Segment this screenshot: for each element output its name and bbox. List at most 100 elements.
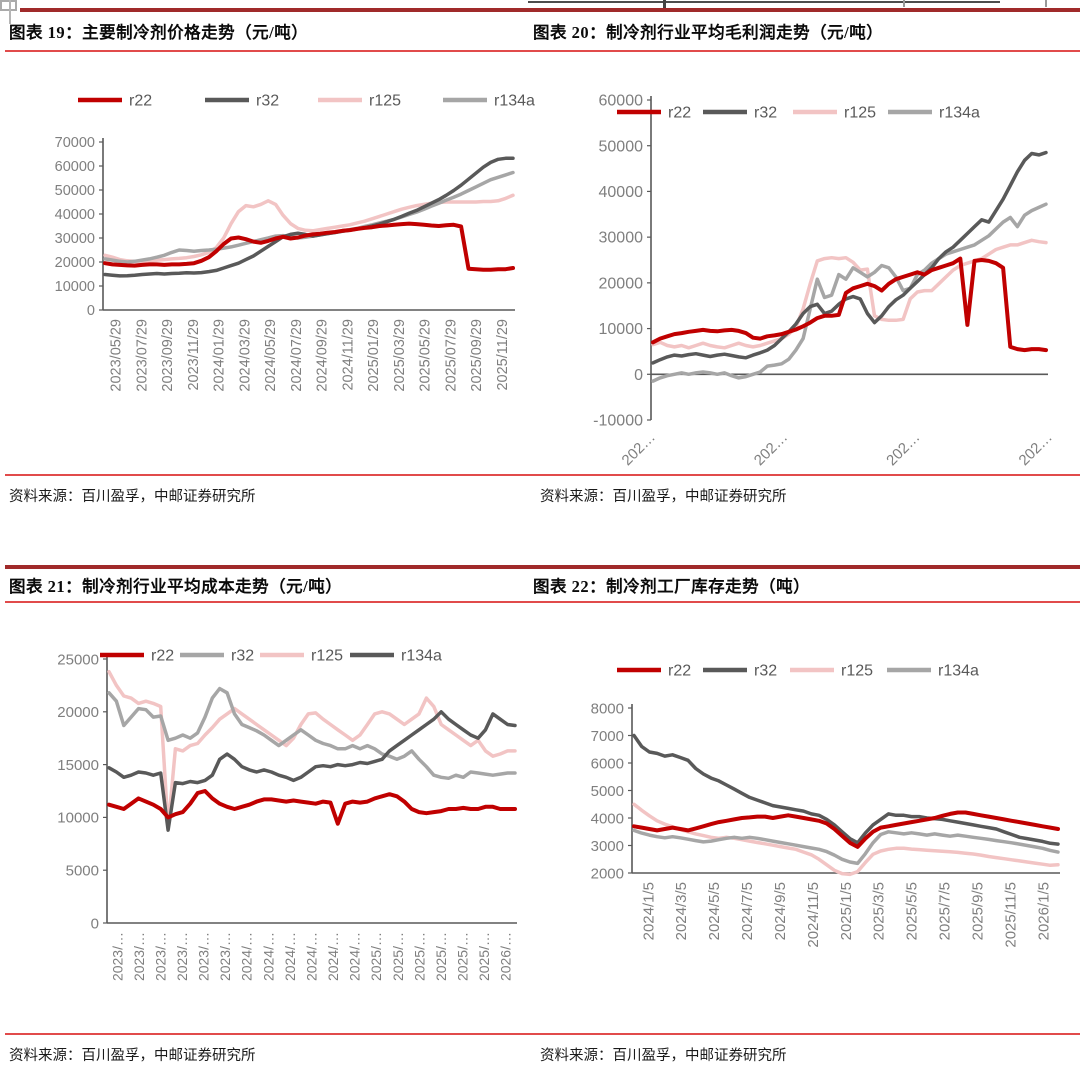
svg-text:2023/…: 2023/… bbox=[217, 932, 233, 981]
svg-text:202…: 202… bbox=[1016, 429, 1056, 469]
svg-text:2024/09/29: 2024/09/29 bbox=[315, 319, 331, 392]
source-rule-thin-2 bbox=[5, 1033, 1080, 1035]
svg-text:2025/…: 2025/… bbox=[476, 932, 492, 981]
section-gap bbox=[0, 517, 1080, 565]
svg-text:2025/01/29: 2025/01/29 bbox=[366, 319, 382, 392]
svg-text:50000: 50000 bbox=[599, 138, 644, 155]
svg-text:r134a: r134a bbox=[401, 648, 442, 665]
svg-text:2023/…: 2023/… bbox=[174, 932, 190, 981]
section-rule-thick-top bbox=[20, 8, 1080, 12]
svg-text:2024/1/5: 2024/1/5 bbox=[640, 882, 657, 940]
page-edge-fragment-tick3 bbox=[1045, 0, 1047, 7]
figure-20-source: 资料来源：百川盈孚，中邮证券研究所 bbox=[540, 489, 787, 505]
svg-text:0: 0 bbox=[91, 915, 99, 932]
svg-text:r125: r125 bbox=[369, 93, 401, 110]
page-edge-fragment-topline bbox=[528, 1, 1000, 3]
svg-text:2025/09/29: 2025/09/29 bbox=[469, 319, 485, 392]
svg-text:2025/…: 2025/… bbox=[455, 932, 471, 981]
svg-text:r32: r32 bbox=[231, 648, 254, 665]
figure-22-source: 资料来源：百川盈孚，中邮证券研究所 bbox=[540, 1048, 787, 1064]
svg-text:202…: 202… bbox=[751, 429, 791, 469]
svg-text:6000: 6000 bbox=[591, 755, 624, 772]
svg-text:7000: 7000 bbox=[591, 728, 624, 745]
svg-text:2023/…: 2023/… bbox=[131, 932, 147, 981]
svg-text:2023/…: 2023/… bbox=[109, 932, 125, 981]
caption-rule-thin-1 bbox=[5, 50, 1080, 52]
svg-text:8000: 8000 bbox=[591, 700, 624, 717]
chart-21-average-cost-line-chart: 25000 20000 15000 10000 5000 0 2023/… 2023/… 202… bbox=[57, 648, 517, 981]
svg-text:2025/5/5: 2025/5/5 bbox=[904, 882, 921, 940]
svg-text:40000: 40000 bbox=[599, 184, 644, 201]
svg-text:r125: r125 bbox=[841, 663, 873, 680]
svg-text:2023/05/29: 2023/05/29 bbox=[109, 319, 125, 392]
charts-row-1: 70000 60000 50000 40000 30000 20000 10000 0 2023… bbox=[0, 52, 1080, 474]
sources-row-2: 资料来源：百川盈孚，中邮证券研究所 资料来源：百川盈孚，中邮证券研究所 bbox=[0, 1035, 1080, 1076]
svg-text:2024/11/5: 2024/11/5 bbox=[805, 882, 822, 948]
svg-text:2025/1/5: 2025/1/5 bbox=[838, 882, 855, 940]
svg-text:r22: r22 bbox=[129, 93, 152, 110]
svg-text:20000: 20000 bbox=[57, 704, 99, 721]
svg-text:2023/…: 2023/… bbox=[152, 932, 168, 981]
svg-text:3000: 3000 bbox=[591, 838, 624, 855]
svg-text:r22: r22 bbox=[668, 105, 691, 122]
svg-text:r125: r125 bbox=[311, 648, 343, 665]
svg-text:r22: r22 bbox=[668, 663, 691, 680]
chart-22-factory-inventory-line-chart: 8000 7000 6000 5000 4000 3000 2000 2024/1/5 2024… bbox=[591, 663, 1060, 948]
svg-text:40000: 40000 bbox=[55, 207, 95, 223]
figure-19-source: 资料来源：百川盈孚，中邮证券研究所 bbox=[9, 489, 256, 505]
svg-text:2024/…: 2024/… bbox=[303, 932, 319, 981]
svg-text:25000: 25000 bbox=[57, 651, 99, 668]
svg-text:2024/…: 2024/… bbox=[239, 932, 255, 981]
svg-text:2026/…: 2026/… bbox=[498, 932, 514, 981]
figure-21-source: 资料来源：百川盈孚，中邮证券研究所 bbox=[9, 1048, 256, 1064]
svg-text:30000: 30000 bbox=[599, 230, 644, 247]
source-rule-thin-1 bbox=[5, 474, 1080, 476]
svg-text:2024/3/5: 2024/3/5 bbox=[673, 882, 690, 940]
svg-text:2025/03/29: 2025/03/29 bbox=[392, 319, 408, 392]
svg-text:2024/…: 2024/… bbox=[347, 932, 363, 981]
svg-text:2023/11/29: 2023/11/29 bbox=[186, 319, 202, 391]
svg-text:30000: 30000 bbox=[55, 231, 95, 247]
page-edge-fragment-box bbox=[0, 0, 17, 11]
svg-text:2024/…: 2024/… bbox=[260, 932, 276, 981]
svg-text:5000: 5000 bbox=[66, 862, 99, 879]
svg-text:10000: 10000 bbox=[599, 321, 644, 338]
svg-text:2025/11/29: 2025/11/29 bbox=[495, 319, 511, 391]
svg-text:2023/09/29: 2023/09/29 bbox=[160, 319, 176, 392]
svg-text:2025/…: 2025/… bbox=[368, 932, 384, 981]
figure-21-caption: 图表 21：制冷剂行业平均成本走势（元/吨） bbox=[9, 577, 343, 596]
svg-text:10000: 10000 bbox=[55, 279, 95, 295]
svg-text:2023/…: 2023/… bbox=[196, 932, 212, 981]
svg-text:202…: 202… bbox=[883, 429, 923, 469]
svg-text:2025/11/5: 2025/11/5 bbox=[1002, 882, 1019, 948]
svg-text:0: 0 bbox=[634, 367, 643, 384]
svg-text:r134a: r134a bbox=[494, 93, 535, 110]
svg-text:2000: 2000 bbox=[591, 865, 624, 882]
chart-20-gross-profit-line-chart: 6000050000400003000020000100000-10000202… bbox=[593, 93, 1056, 470]
figure-22-caption: 图表 22：制冷剂工厂库存走势（吨） bbox=[533, 577, 811, 596]
sources-row-1: 资料来源：百川盈孚，中邮证券研究所 资料来源：百川盈孚，中邮证券研究所 bbox=[0, 476, 1080, 517]
svg-text:5000: 5000 bbox=[591, 783, 624, 800]
svg-text:10000: 10000 bbox=[57, 810, 99, 827]
svg-text:2025/7/5: 2025/7/5 bbox=[937, 882, 954, 940]
svg-text:2025/…: 2025/… bbox=[390, 932, 406, 981]
charts-row-2: 25000 20000 15000 10000 5000 0 2023/… 2023/… 202… bbox=[0, 603, 1080, 1033]
svg-text:0: 0 bbox=[87, 303, 95, 319]
svg-text:-10000: -10000 bbox=[593, 413, 643, 430]
page-edge-fragment-tick1 bbox=[663, 0, 666, 8]
svg-text:r32: r32 bbox=[754, 105, 777, 122]
svg-text:2025/3/5: 2025/3/5 bbox=[871, 882, 888, 940]
svg-text:202…: 202… bbox=[619, 429, 659, 469]
svg-text:r22: r22 bbox=[151, 648, 174, 665]
svg-text:2025/…: 2025/… bbox=[411, 932, 427, 981]
svg-text:2023/07/29: 2023/07/29 bbox=[134, 319, 150, 392]
svg-text:r32: r32 bbox=[256, 93, 279, 110]
page-edge-fragment-tick2 bbox=[903, 0, 905, 7]
figure-titles-row-2: 图表 21：制冷剂行业平均成本走势（元/吨） 图表 22：制冷剂工厂库存走势（吨… bbox=[0, 569, 1080, 601]
figure-20-caption: 图表 20：制冷剂行业平均毛利润走势（元/吨） bbox=[533, 23, 884, 42]
svg-text:20000: 20000 bbox=[599, 275, 644, 292]
svg-text:60000: 60000 bbox=[55, 159, 95, 175]
svg-text:r134a: r134a bbox=[938, 663, 979, 680]
svg-text:2025/05/29: 2025/05/29 bbox=[418, 319, 434, 392]
